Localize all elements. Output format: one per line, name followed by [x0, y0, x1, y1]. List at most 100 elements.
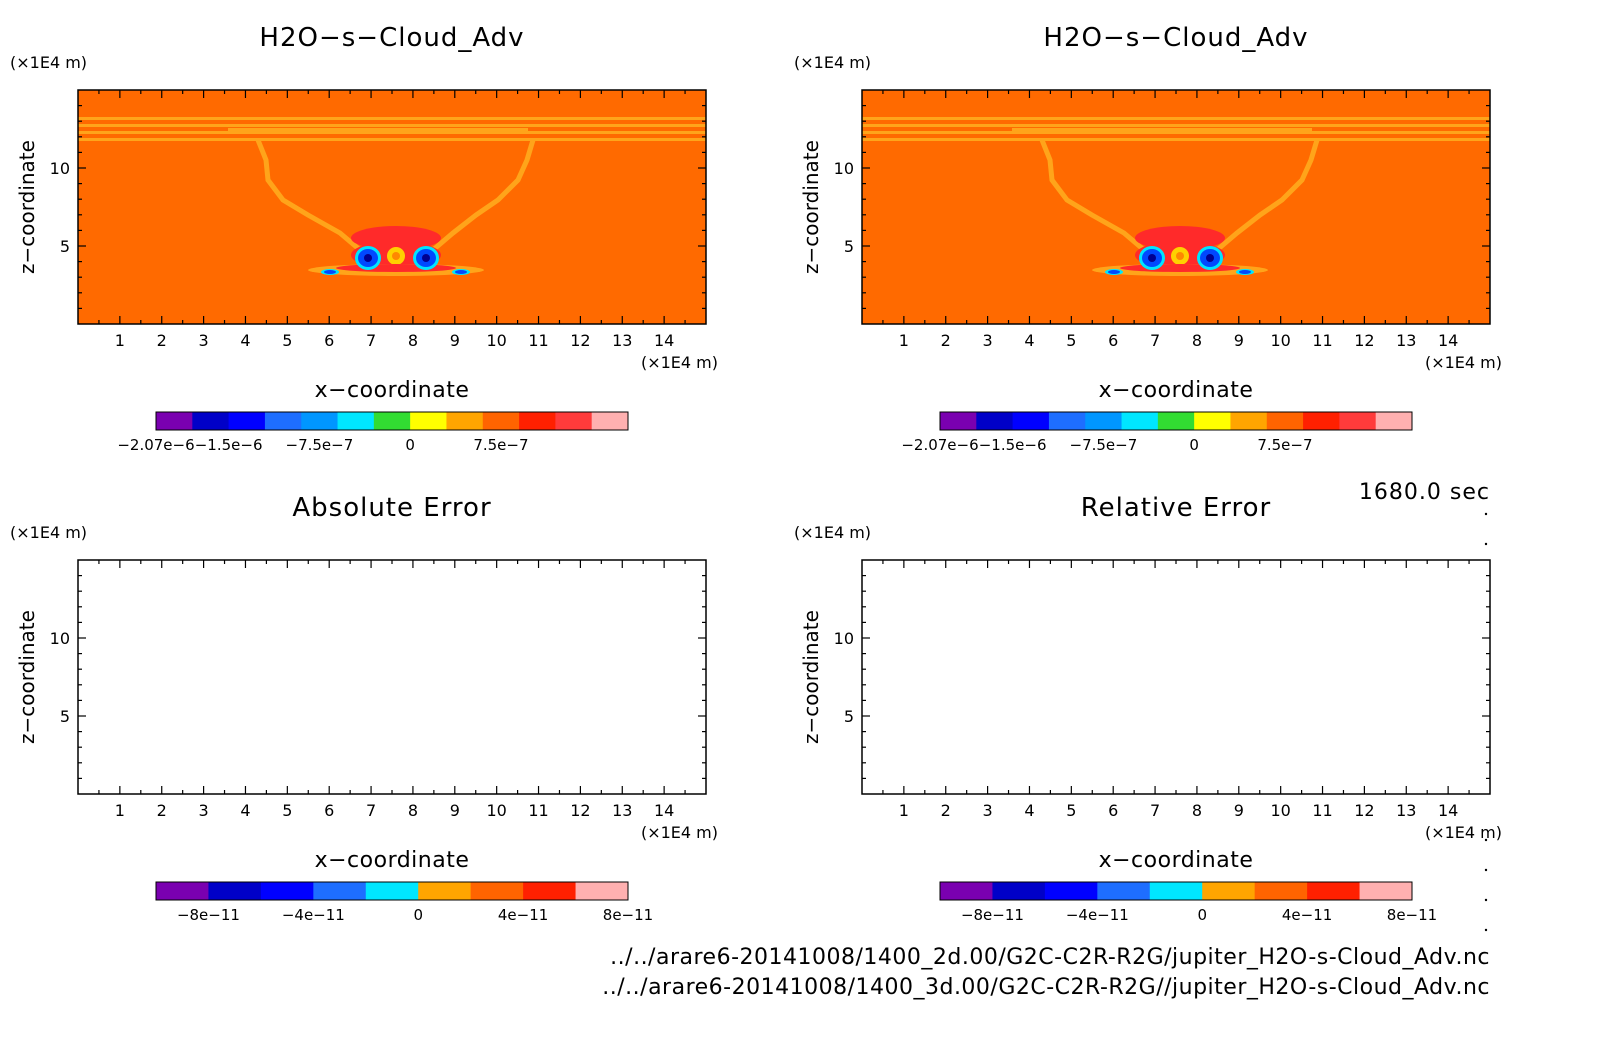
- panel-2: H2O−s−Cloud_Adv(×1E4 m)1 2 3 4 5 6 7 8 9 10 11 12 13…: [794, 23, 1502, 454]
- colorbar-label: −4e−11: [1066, 906, 1129, 924]
- colorbar-label: 0: [413, 906, 423, 924]
- x-tick-label: 1: [899, 801, 909, 820]
- y-unit-label: (×1E4 m): [10, 523, 87, 542]
- colorbar-label: 8e−11: [603, 906, 653, 924]
- x-axis-label: x−coordinate: [1099, 378, 1254, 403]
- colorbar-label: −8e−11: [177, 906, 240, 924]
- colorbar-swatch: [940, 412, 977, 430]
- y-tick-label: 5: [60, 707, 70, 726]
- x-tick-label: 12: [1354, 801, 1374, 820]
- x-tick-label: 12: [570, 801, 590, 820]
- x-tick-label: 11: [1312, 801, 1332, 820]
- x-tick-label: 1: [115, 331, 125, 350]
- x-tick-label: 11: [528, 801, 548, 820]
- x-tick-label: 13: [1396, 331, 1416, 350]
- colorbar-label: 0: [1189, 436, 1199, 454]
- plot-frame: [861, 559, 1491, 795]
- y-axis-label: z−coordinate: [799, 610, 823, 744]
- x-tick-label: 11: [528, 331, 548, 350]
- panel-title: Absolute Error: [292, 493, 491, 523]
- plume-left: [255, 139, 362, 252]
- x-tick-label: 1: [115, 801, 125, 820]
- colorbar-swatch: [301, 412, 339, 430]
- y-tick-label: 10: [834, 629, 854, 648]
- upper-band: [862, 138, 1490, 141]
- y-unit-label: (×1E4 m): [794, 53, 871, 72]
- colorbar-label: 4e−11: [498, 906, 548, 924]
- plume-right: [1215, 139, 1320, 252]
- x-tick-label: 4: [240, 331, 250, 350]
- x-tick-label: 13: [612, 331, 632, 350]
- plume-left: [1039, 139, 1146, 252]
- x-tick-label: 8: [1192, 331, 1202, 350]
- footer-path-1: ../../arare6-20141008/1400_2d.00/G2C-C2R…: [610, 945, 1490, 970]
- x-unit-label: (×1E4 m): [1425, 823, 1502, 842]
- small-vortex: [455, 270, 467, 274]
- x-tick-label: 2: [941, 331, 951, 350]
- x-tick-label: 1: [899, 331, 909, 350]
- y-axis-label: z−coordinate: [15, 140, 39, 274]
- margin-dot: [1484, 868, 1488, 872]
- vortex-core: [1206, 254, 1214, 262]
- x-tick-label: 10: [486, 331, 506, 350]
- margin-dot: [1484, 512, 1488, 516]
- margin-dot: [1484, 928, 1488, 932]
- x-tick-label: 8: [408, 331, 418, 350]
- margin-dot: [1484, 898, 1488, 902]
- y-axis-label: z−coordinate: [799, 140, 823, 274]
- colorbar-swatch: [1157, 412, 1195, 430]
- colorbar-swatch: [313, 882, 367, 900]
- x-tick-label: 11: [1312, 331, 1332, 350]
- x-tick-label: 5: [282, 331, 292, 350]
- colorbar-swatch: [446, 412, 484, 430]
- x-tick-label: 10: [486, 801, 506, 820]
- colorbar-frame: [155, 881, 629, 901]
- small-vortex: [324, 270, 336, 274]
- small-vortex: [1239, 270, 1251, 274]
- colorbar-swatch: [1121, 412, 1159, 430]
- x-tick-label: 9: [1234, 331, 1244, 350]
- colorbar-swatch: [555, 412, 593, 430]
- colorbar-swatch: [1044, 882, 1098, 900]
- x-tick-label: 2: [157, 331, 167, 350]
- x-tick-label: 14: [654, 331, 674, 350]
- colorbar-label: 7.5e−7: [1257, 436, 1312, 454]
- colorbar-swatch: [1097, 882, 1151, 900]
- colorbar-swatch: [1266, 412, 1304, 430]
- colorbar-swatch: [208, 882, 262, 900]
- colorbar-swatch: [1339, 412, 1377, 430]
- small-vortex: [1108, 270, 1120, 274]
- x-tick-label: 3: [199, 331, 209, 350]
- y-unit-label: (×1E4 m): [10, 53, 87, 72]
- upper-band: [228, 128, 528, 132]
- panel-title: H2O−s−Cloud_Adv: [1043, 23, 1308, 53]
- colorbar-swatch: [365, 882, 419, 900]
- colorbar-swatch: [976, 412, 1014, 430]
- x-tick-label: 10: [1270, 801, 1290, 820]
- colorbar-swatch: [523, 882, 577, 900]
- panel-3: Absolute Error(×1E4 m)1 2 3 4 5 6 7 8 9 10 11 12 13 1…: [10, 493, 718, 924]
- upper-band: [78, 138, 706, 141]
- x-tick-label: 4: [1024, 331, 1034, 350]
- colorbar-swatch: [1254, 882, 1308, 900]
- x-tick-label: 6: [324, 801, 334, 820]
- colorbar-swatch: [1194, 412, 1231, 430]
- y-tick-label: 10: [50, 629, 70, 648]
- colorbar-swatch: [519, 412, 556, 430]
- x-tick-label: 5: [1066, 801, 1076, 820]
- colorbar-swatch: [992, 882, 1046, 900]
- colorbar-label: 7.5e−7: [473, 436, 528, 454]
- x-tick-label: 12: [1354, 331, 1374, 350]
- colorbar-label: 0: [1197, 906, 1207, 924]
- y-tick-label: 5: [844, 237, 854, 256]
- x-tick-label: 13: [1396, 801, 1416, 820]
- colorbar-label: −2.07e−6: [117, 436, 194, 454]
- upper-band: [1012, 128, 1312, 132]
- x-tick-label: 5: [1066, 331, 1076, 350]
- x-tick-label: 6: [324, 331, 334, 350]
- panel-title: H2O−s−Cloud_Adv: [259, 23, 524, 53]
- x-tick-label: 8: [1192, 801, 1202, 820]
- x-tick-label: 7: [366, 801, 376, 820]
- cloud-base-red: [336, 264, 456, 272]
